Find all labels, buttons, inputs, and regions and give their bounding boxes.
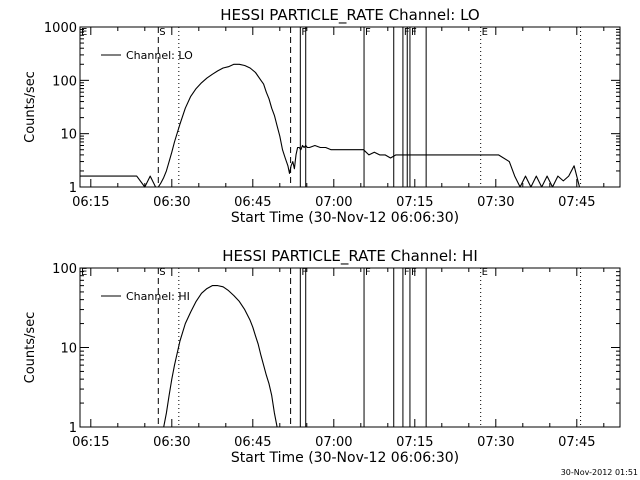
time-marker-label: F <box>404 267 410 278</box>
x-tick-label: 06:15 <box>72 195 109 210</box>
time-marker-label: F <box>411 27 417 38</box>
time-marker-label: F <box>365 267 371 278</box>
chart-title: HESSI PARTICLE_RATE Channel: LO <box>220 6 479 25</box>
time-marker-label: E <box>482 267 488 278</box>
y-tick-label: 10 <box>60 128 77 143</box>
x-tick-label: 07:30 <box>477 435 514 450</box>
time-marker-label: E <box>81 267 87 278</box>
data-series-line <box>80 63 581 188</box>
time-marker-label: F <box>301 267 307 278</box>
y-tick-label: 10 <box>60 342 77 357</box>
y-axis-title: Counts/sec <box>23 71 38 143</box>
time-marker-label: S <box>159 27 165 38</box>
chart-title: HESSI PARTICLE_RATE Channel: HI <box>222 247 478 266</box>
time-marker-label: E <box>482 27 488 38</box>
legend-label: Channel: LO <box>126 49 193 62</box>
x-tick-label: 07:45 <box>558 195 595 210</box>
time-marker-label: F <box>301 27 307 38</box>
time-marker-label: F <box>365 27 371 38</box>
x-tick-label: 07:00 <box>315 195 352 210</box>
y-tick-label: 1 <box>69 181 77 196</box>
x-tick-label: 07:15 <box>396 195 433 210</box>
y-tick-label: 100 <box>52 262 77 277</box>
data-series-line <box>163 285 278 428</box>
x-tick-label: 07:45 <box>558 435 595 450</box>
time-marker-label: S <box>159 267 165 278</box>
legend-label: Channel: HI <box>126 290 190 303</box>
x-tick-label: 07:00 <box>315 435 352 450</box>
time-marker-label: F <box>411 267 417 278</box>
x-axis-title: Start Time (30-Nov-12 06:06:30) <box>231 450 459 466</box>
x-tick-label: 07:15 <box>396 435 433 450</box>
x-tick-label: 06:45 <box>234 435 271 450</box>
x-tick-label: 06:45 <box>234 195 271 210</box>
x-tick-label: 06:15 <box>72 435 109 450</box>
footer-timestamp: 30-Nov-2012 01:51 <box>561 468 638 477</box>
y-axis-title: Counts/sec <box>23 312 38 384</box>
time-marker-label: E <box>81 27 87 38</box>
x-axis-title: Start Time (30-Nov-12 06:06:30) <box>231 210 459 226</box>
y-tick-label: 1000 <box>44 21 77 36</box>
y-tick-label: 100 <box>52 74 77 89</box>
x-tick-label: 07:30 <box>477 195 514 210</box>
x-tick-label: 06:30 <box>153 435 190 450</box>
y-tick-label: 1 <box>69 421 77 436</box>
x-tick-label: 06:30 <box>153 195 190 210</box>
